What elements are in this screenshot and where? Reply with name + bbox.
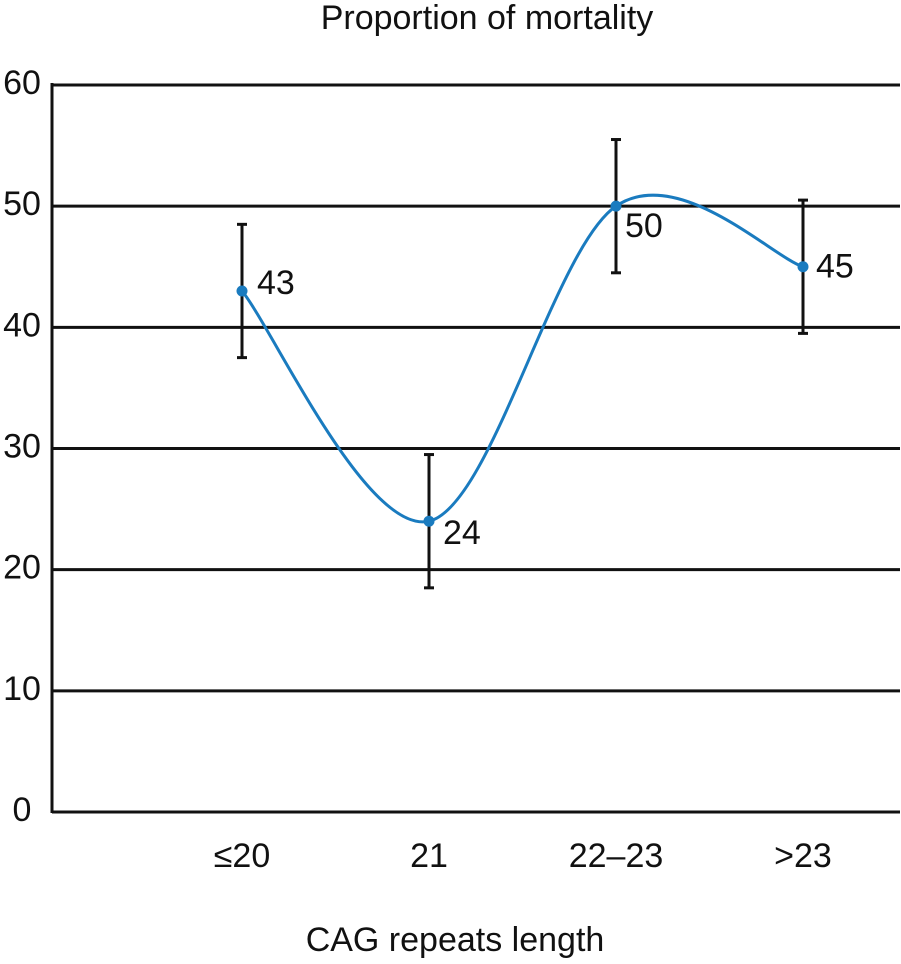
x-tick-label: ≤20 — [214, 837, 270, 875]
y-tick-label: 40 — [3, 306, 41, 344]
y-tick-label: 50 — [3, 185, 41, 223]
line — [240, 193, 804, 524]
data-label: 50 — [625, 207, 663, 245]
point — [423, 515, 435, 527]
x-tick-label: 21 — [410, 837, 448, 875]
x-tick-label: >23 — [774, 837, 832, 875]
y-tick-label: 30 — [3, 427, 41, 465]
y-tick-label: 0 — [13, 791, 32, 829]
y-tick-label: 10 — [3, 670, 41, 708]
data-label: 43 — [257, 264, 295, 302]
point — [797, 261, 809, 273]
x-tick-label: 22–23 — [569, 837, 664, 875]
y-tick-label: 60 — [3, 64, 41, 102]
point — [610, 200, 622, 212]
y-tick-label: 20 — [3, 549, 41, 587]
data-label: 24 — [443, 514, 481, 552]
point — [236, 285, 248, 297]
chart-title: Proportion of mortality — [321, 0, 654, 37]
x-axis-label: CAG repeats length — [306, 921, 605, 959]
data-label: 45 — [816, 248, 854, 286]
